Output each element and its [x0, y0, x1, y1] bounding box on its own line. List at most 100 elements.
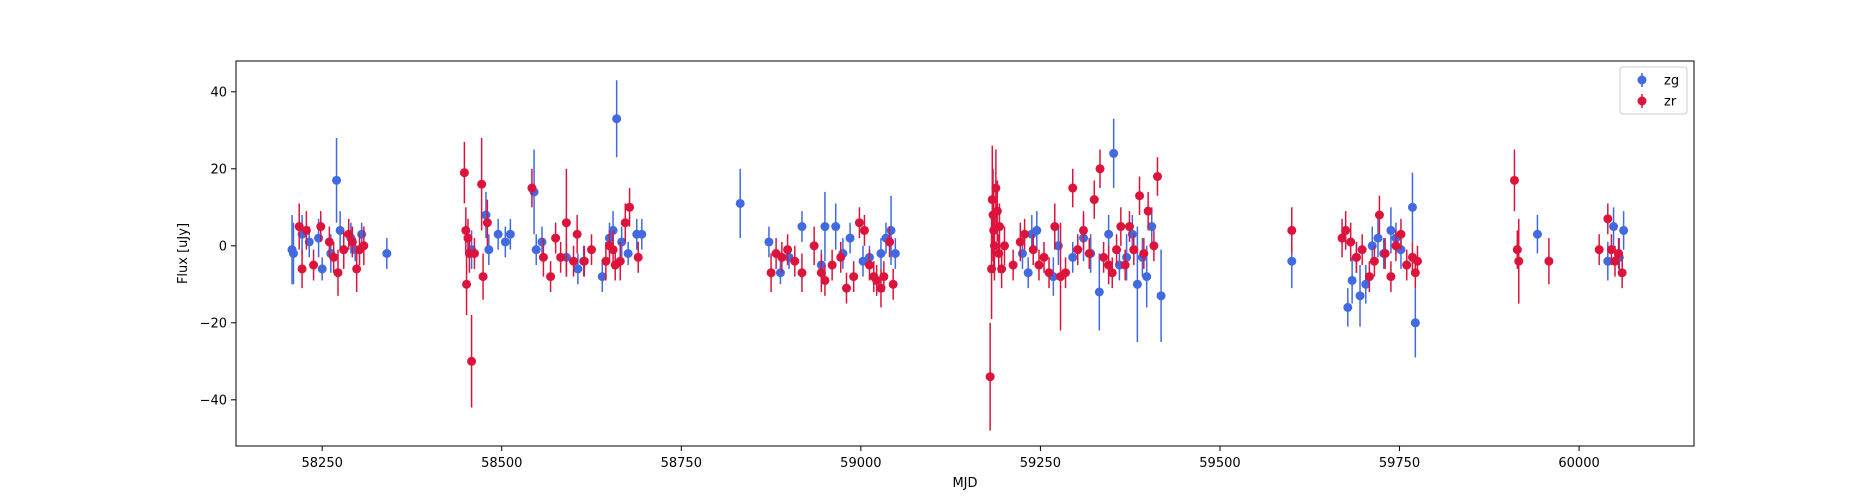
data-point-zg — [493, 229, 503, 239]
data-point-zg — [623, 249, 633, 258]
data-point-zg — [617, 237, 627, 247]
data-point-zg — [775, 268, 785, 278]
data-point-zg — [858, 256, 868, 266]
data-point-zg — [314, 233, 324, 243]
data-point-zg — [382, 249, 392, 258]
data-point-zr — [1544, 256, 1554, 266]
data-point-zr — [1015, 237, 1025, 247]
data-point-zr — [1034, 260, 1044, 270]
data-point-zr — [1152, 172, 1162, 181]
data-point-zr — [467, 356, 477, 366]
data-point-zr — [569, 256, 579, 266]
data-point-zr — [1412, 256, 1422, 266]
data-point-zr — [1104, 260, 1114, 270]
x-tick-label: 58750 — [661, 456, 702, 471]
data-point-zg — [317, 264, 327, 274]
data-point-zr — [1068, 183, 1078, 193]
x-tick-label: 60000 — [1558, 456, 1599, 471]
y-tick-label: 20 — [210, 162, 227, 177]
y-axis-label: Flux [uJy] — [176, 223, 191, 284]
legend: zg zr — [1619, 66, 1688, 115]
data-point-zr — [872, 275, 882, 285]
data-point-zg — [845, 233, 855, 243]
data-point-zg — [332, 175, 342, 185]
data-point-zg — [505, 229, 515, 239]
data-point-zg — [1361, 279, 1371, 289]
x-tick-label: 59000 — [840, 456, 881, 471]
data-point-zr — [989, 241, 999, 251]
data-point-zr — [1061, 268, 1071, 278]
data-point-zr — [462, 279, 472, 289]
data-point-zg — [1068, 252, 1078, 262]
data-point-zr — [790, 256, 800, 266]
data-point-zg — [612, 114, 622, 124]
data-point-zr — [482, 218, 492, 228]
data-point-zr — [339, 245, 349, 255]
data-point-zr — [359, 241, 369, 251]
data-point-zr — [1514, 256, 1524, 266]
data-point-zr — [1050, 222, 1060, 232]
x-tick-label: 59250 — [1020, 456, 1061, 471]
data-point-zr — [352, 264, 362, 274]
data-point-zr — [1617, 268, 1627, 278]
data-point-zg — [1410, 318, 1420, 328]
data-point-zr — [1357, 245, 1367, 255]
data-point-zr — [633, 252, 643, 262]
data-point-zg — [876, 249, 886, 258]
data-point-zg — [1094, 287, 1104, 297]
data-point-zr — [601, 256, 611, 266]
data-point-zg — [637, 229, 647, 239]
data-point-zg — [831, 222, 841, 232]
data-point-zg — [531, 245, 541, 255]
data-point-zr — [1364, 272, 1374, 282]
x-tick-label: 58250 — [302, 456, 343, 471]
data-point-zr — [478, 272, 488, 282]
data-point-zr — [1402, 260, 1412, 270]
data-point-zr — [1380, 249, 1390, 258]
data-point-zr — [579, 256, 589, 266]
data-point-zr — [1606, 245, 1616, 255]
x-tick-label: 58500 — [481, 456, 522, 471]
data-point-zr — [461, 225, 471, 235]
y-axis: −40 −20 0 20 40 — [200, 85, 236, 408]
data-point-zr — [347, 237, 357, 247]
data-point-zr — [864, 260, 874, 270]
data-point-zg — [357, 229, 367, 239]
data-point-zr — [608, 245, 618, 255]
data-point-zr — [1287, 225, 1297, 235]
data-point-zr — [527, 183, 537, 193]
data-point-zr — [797, 268, 807, 278]
data-point-zg — [1122, 252, 1132, 262]
data-point-zr — [1044, 268, 1054, 278]
data-point-zr — [1120, 260, 1130, 270]
data-point-zr — [309, 260, 319, 270]
data-point-zr — [1374, 210, 1384, 220]
data-point-zr — [783, 245, 793, 255]
data-point-zr — [1143, 206, 1153, 216]
x-tick-label: 59500 — [1199, 456, 1240, 471]
data-point-zg — [820, 222, 830, 232]
data-point-zr — [324, 237, 334, 247]
data-point-zr — [572, 229, 582, 239]
data-point-zg — [1147, 222, 1157, 232]
data-point-zr — [469, 249, 479, 258]
data-point-zr — [1099, 252, 1109, 262]
data-point-zr — [827, 260, 837, 270]
data-point-zr — [859, 225, 869, 235]
data-point-zg — [1355, 291, 1365, 301]
data-point-zr — [1000, 241, 1010, 251]
data-point-zr — [620, 218, 630, 228]
data-point-zr — [991, 183, 1001, 193]
data-point-zr — [1079, 225, 1089, 235]
data-point-zr — [316, 222, 326, 232]
data-point-zr — [1020, 229, 1030, 239]
data-point-zr — [546, 272, 556, 282]
data-point-zr — [1396, 229, 1406, 239]
data-point-zg — [500, 237, 510, 247]
data-point-zr — [985, 372, 995, 382]
data-point-zr — [551, 233, 561, 243]
data-point-zr — [333, 268, 343, 278]
data-point-zg — [797, 222, 807, 232]
data-point-zr — [1603, 214, 1613, 224]
data-point-zg — [1023, 268, 1033, 278]
